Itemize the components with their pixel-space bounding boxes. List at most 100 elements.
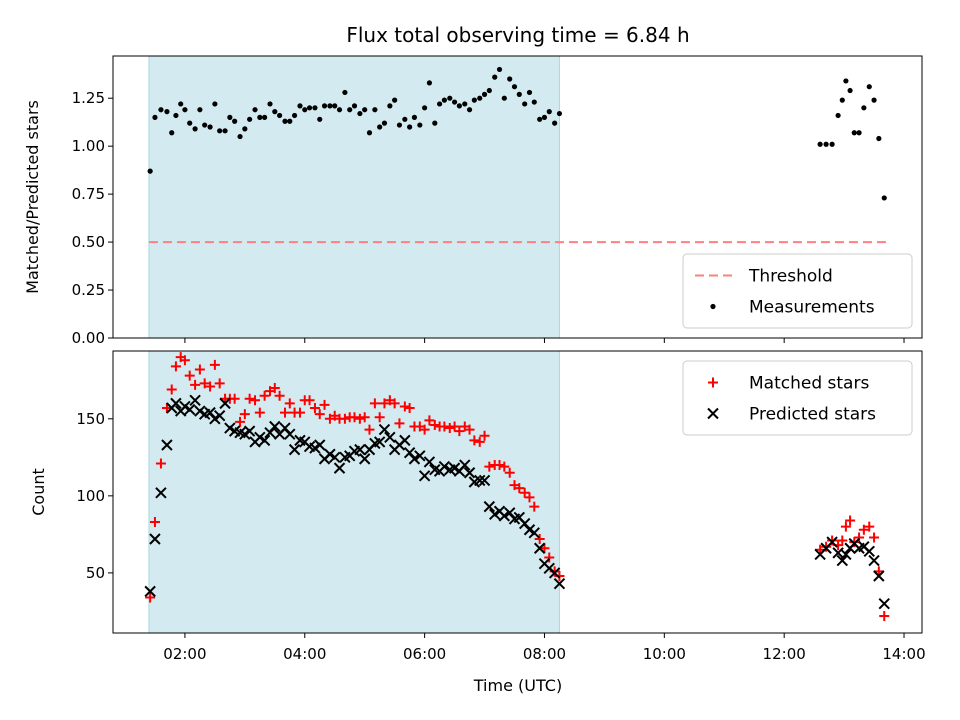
data-point — [357, 110, 363, 117]
data-point-matched — [294, 407, 305, 418]
data-point-predicted — [219, 397, 231, 410]
count-panel: 50 100 150 02:00 04:00 06:00 08:00 10:00 12:00 14… — [76, 350, 926, 663]
data-point-matched — [419, 424, 430, 435]
data-point-matched — [869, 532, 880, 543]
data-point — [372, 107, 378, 113]
data-point-predicted — [161, 439, 173, 451]
data-point-predicted — [183, 403, 196, 416]
data-point — [192, 126, 198, 132]
data-point-matched — [469, 435, 480, 446]
data-point-matched — [821, 541, 832, 552]
data-point-matched — [190, 379, 201, 390]
data-point — [282, 118, 288, 124]
data-point — [823, 141, 829, 147]
data-point-matched — [209, 359, 220, 370]
data-point-matched — [845, 515, 856, 526]
y-tick-label: 150 — [76, 410, 105, 428]
y-tick-label: 50 — [86, 564, 105, 582]
data-point-matched — [161, 403, 172, 414]
data-point — [829, 141, 835, 147]
data-point-matched — [364, 424, 375, 435]
data-point — [422, 105, 428, 111]
data-point-matched — [519, 487, 530, 498]
data-point — [291, 112, 298, 119]
data-point — [441, 97, 447, 103]
data-point — [287, 118, 293, 124]
data-point-predicted — [878, 598, 890, 610]
data-point-matched — [529, 501, 540, 512]
data-point-predicted — [868, 554, 880, 567]
data-point — [817, 141, 823, 147]
data-point — [362, 107, 368, 113]
data-point-predicted — [144, 585, 156, 598]
data-point-matched — [504, 467, 515, 478]
data-point — [462, 101, 468, 107]
data-point-matched — [399, 401, 410, 412]
data-point — [169, 130, 175, 136]
data-point-matched — [199, 378, 210, 389]
data-point — [456, 103, 462, 109]
data-point-predicted — [873, 570, 885, 582]
data-point-matched — [214, 378, 225, 389]
data-point — [866, 84, 872, 90]
data-point-matched — [279, 407, 290, 418]
data-point-matched — [149, 517, 160, 528]
data-point-matched — [554, 570, 565, 581]
legend-label: Matched stars — [749, 374, 869, 394]
data-point — [202, 122, 208, 128]
data-point — [436, 101, 443, 107]
data-point — [541, 114, 548, 120]
data-point-predicted — [384, 431, 396, 444]
data-point-predicted — [548, 567, 561, 579]
data-point-matched — [259, 390, 270, 401]
data-point-predicted — [243, 425, 256, 437]
series-matched-stars — [145, 352, 890, 622]
y-tick-label: 0.75 — [72, 185, 105, 203]
data-point-predicted — [170, 397, 182, 410]
data-point — [511, 84, 518, 90]
data-point — [835, 112, 841, 119]
data-point-predicted — [474, 474, 486, 487]
legend: Matched stars Predicted stars — [682, 360, 913, 436]
data-point — [447, 95, 453, 101]
data-point-matched — [444, 423, 455, 434]
data-point-matched — [229, 393, 240, 404]
x-tick-label: 08:00 — [523, 645, 566, 663]
data-point-matched — [449, 421, 460, 432]
x-tick-label: 02:00 — [163, 645, 206, 663]
axes-frame — [112, 350, 923, 634]
legend-measurements-swatch — [710, 303, 716, 310]
data-point-predicted — [213, 410, 226, 422]
data-point — [312, 105, 318, 111]
data-point — [522, 101, 528, 107]
data-point-predicted — [288, 443, 301, 456]
data-point-matched — [539, 543, 550, 554]
data-point-predicted — [414, 450, 426, 462]
data-point-matched — [244, 393, 255, 404]
data-point — [417, 122, 423, 128]
data-point-predicted — [258, 434, 271, 447]
data-point-predicted — [378, 423, 391, 436]
data-point — [247, 116, 253, 122]
data-point — [871, 97, 877, 103]
x-tick-label: 06:00 — [403, 645, 446, 663]
y-axis-label-count: Count — [29, 468, 48, 516]
legend-label: Measurements — [749, 298, 875, 318]
data-point — [546, 109, 552, 115]
data-point — [187, 120, 193, 126]
data-point-predicted — [314, 439, 326, 451]
data-point-predicted — [423, 456, 436, 468]
data-point-matched — [284, 398, 295, 409]
data-point-predicted — [836, 554, 849, 567]
data-point — [182, 107, 188, 113]
data-point — [881, 195, 887, 201]
data-point — [851, 130, 857, 136]
legend: Threshold Measurements — [682, 253, 913, 329]
data-point — [451, 99, 458, 105]
data-point — [387, 103, 393, 109]
data-point-predicted — [418, 470, 431, 482]
series-predicted-stars — [144, 394, 890, 610]
data-point — [471, 97, 477, 103]
data-point-matched — [354, 413, 365, 424]
